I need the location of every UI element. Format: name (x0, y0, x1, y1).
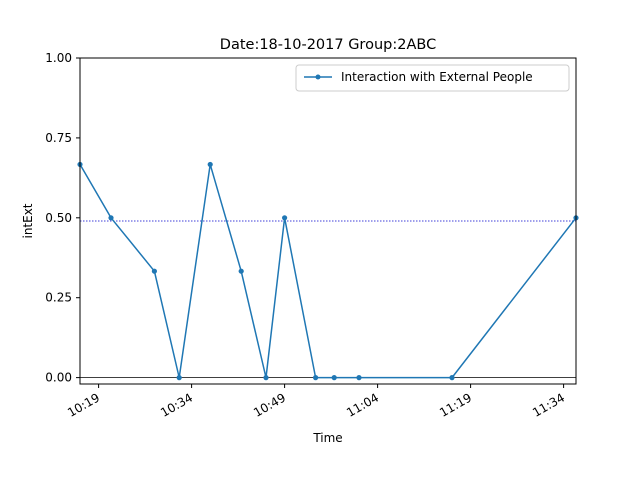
legend-box (295, 64, 570, 92)
chart-title: Date:18-10-2017 Group:2ABC (220, 37, 436, 53)
data-point-0-7 (282, 215, 288, 221)
y-tick-label-3: 0.75 (45, 131, 72, 145)
data-point-0-10 (356, 375, 362, 381)
y-tick-label-1: 0.25 (45, 291, 72, 305)
data-point-0-2 (151, 268, 157, 274)
x-axis-label: Time (312, 431, 342, 445)
data-point-0-11 (449, 375, 455, 381)
legend-label: Interaction with External People (341, 70, 533, 84)
y-tick-label-0: 0.00 (45, 371, 72, 385)
data-point-0-9 (331, 375, 337, 381)
data-point-0-6 (263, 375, 269, 381)
data-point-0-8 (313, 375, 319, 381)
y-tick-label-4: 1.00 (45, 51, 72, 65)
legend-marker-swatch (315, 74, 321, 80)
data-point-0-5 (238, 268, 244, 274)
data-point-0-3 (176, 375, 182, 381)
data-point-0-4 (207, 161, 213, 168)
data-point-0-1 (108, 215, 114, 221)
y-tick-label-2: 0.50 (45, 211, 72, 225)
y-axis-label: intExt (21, 203, 35, 238)
plot-frame (79, 57, 577, 385)
legend: Interaction with External People (295, 64, 570, 92)
